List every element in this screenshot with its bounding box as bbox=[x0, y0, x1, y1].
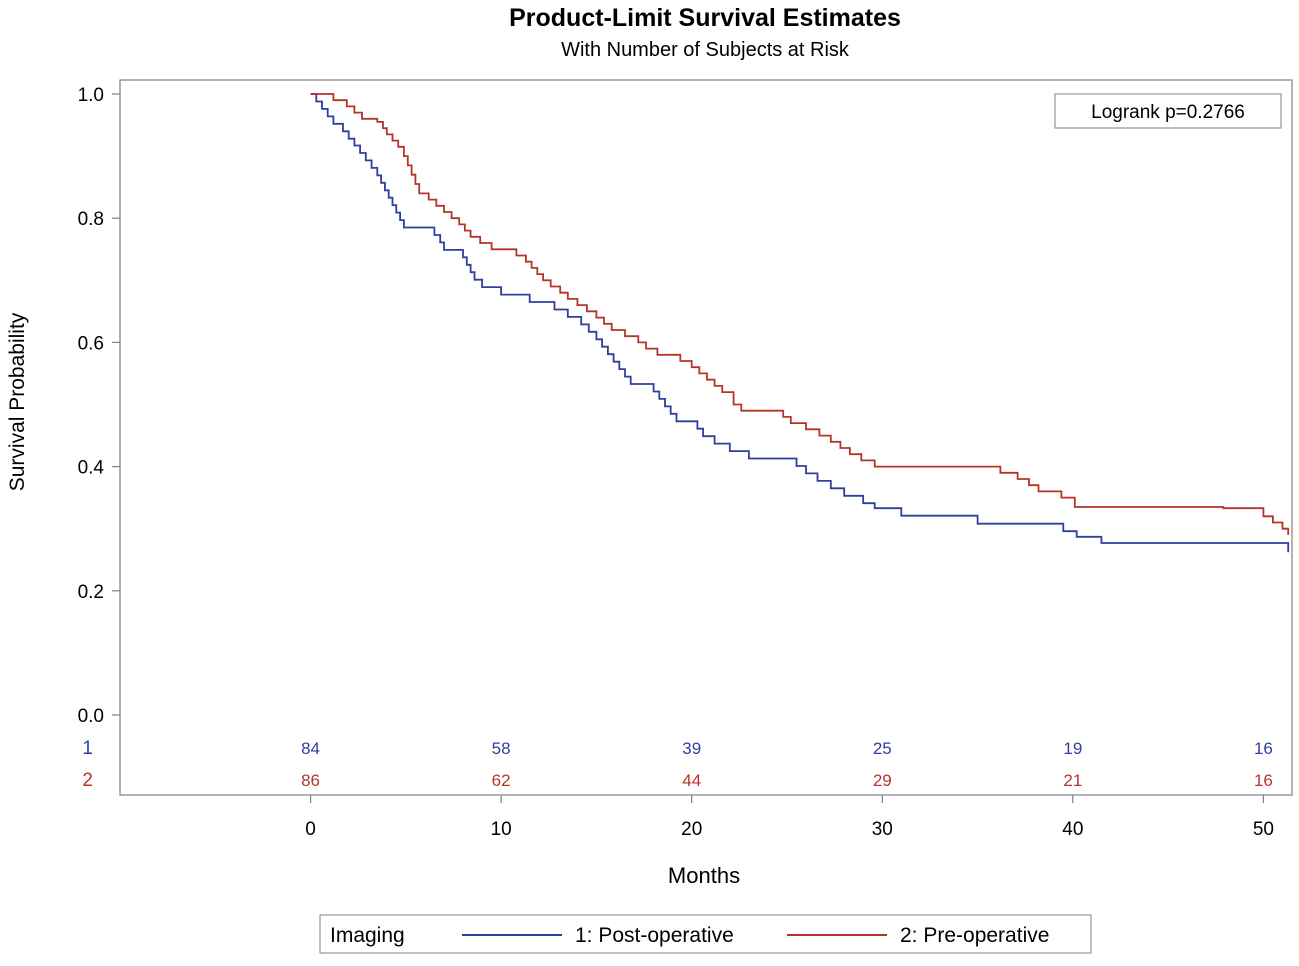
at-risk-count: 44 bbox=[682, 771, 701, 790]
legend-title: Imaging bbox=[330, 924, 405, 947]
legend-label-pre-operative: 2: Pre-operative bbox=[900, 924, 1049, 947]
chart-title: Product-Limit Survival Estimates bbox=[509, 4, 901, 32]
x-axis-label: Months bbox=[668, 863, 740, 888]
y-tick-label: 0.4 bbox=[78, 458, 105, 479]
survival-curve-pre-operative bbox=[310, 93, 1290, 535]
y-tick-label: 0.0 bbox=[78, 706, 104, 727]
at-risk-count: 16 bbox=[1254, 739, 1273, 758]
x-tick-label: 10 bbox=[491, 819, 512, 840]
x-tick-label: 20 bbox=[681, 819, 702, 840]
y-tick-label: 0.6 bbox=[78, 333, 104, 354]
y-axis: 0.0 0.2 0.4 0.6 0.8 1.0 bbox=[78, 85, 120, 727]
series-layer bbox=[310, 93, 1290, 553]
at-risk-count: 19 bbox=[1063, 739, 1082, 758]
y-tick-label: 0.8 bbox=[78, 209, 104, 230]
x-tick-label: 0 bbox=[305, 819, 316, 840]
at-risk-count: 62 bbox=[492, 771, 511, 790]
at-risk-count: 39 bbox=[682, 739, 701, 758]
chart-subtitle: With Number of Subjects at Risk bbox=[561, 39, 850, 61]
at-risk-count: 25 bbox=[873, 739, 892, 758]
x-tick-label: 30 bbox=[872, 819, 893, 840]
logrank-box bbox=[1054, 93, 1282, 129]
at-risk-count: 29 bbox=[873, 771, 892, 790]
legend: Imaging 1: Post-operative 2: Pre-operati… bbox=[319, 914, 1092, 954]
legend-label-post-operative: 1: Post-operative bbox=[575, 924, 734, 947]
x-tick-label: 40 bbox=[1062, 819, 1083, 840]
at-risk-row-label: 2 bbox=[82, 770, 93, 791]
at-risk-count: 58 bbox=[492, 739, 511, 758]
y-tick-label: 1.0 bbox=[78, 85, 104, 106]
at-risk-count: 86 bbox=[301, 771, 320, 790]
plot-frame bbox=[119, 79, 1293, 796]
y-axis-label: Survival Probability bbox=[6, 312, 29, 491]
x-axis: 0 10 20 30 40 50 bbox=[305, 795, 1274, 840]
at-risk-count: 84 bbox=[301, 739, 320, 758]
at-risk-count: 16 bbox=[1254, 771, 1273, 790]
survival-curve-post-operative bbox=[310, 93, 1290, 553]
at-risk-row-label: 1 bbox=[82, 738, 93, 759]
x-tick-label: 50 bbox=[1253, 819, 1274, 840]
at-risk-table: 1 84 58 39 25 19 16 2 86 62 44 29 21 16 bbox=[82, 738, 1272, 791]
legend-box bbox=[319, 914, 1092, 954]
y-tick-label: 0.2 bbox=[78, 582, 104, 603]
logrank-text: Logrank p=0.2766 bbox=[1091, 102, 1245, 123]
at-risk-count: 21 bbox=[1063, 771, 1082, 790]
logrank-annotation: Logrank p=0.2766 bbox=[1054, 93, 1282, 129]
